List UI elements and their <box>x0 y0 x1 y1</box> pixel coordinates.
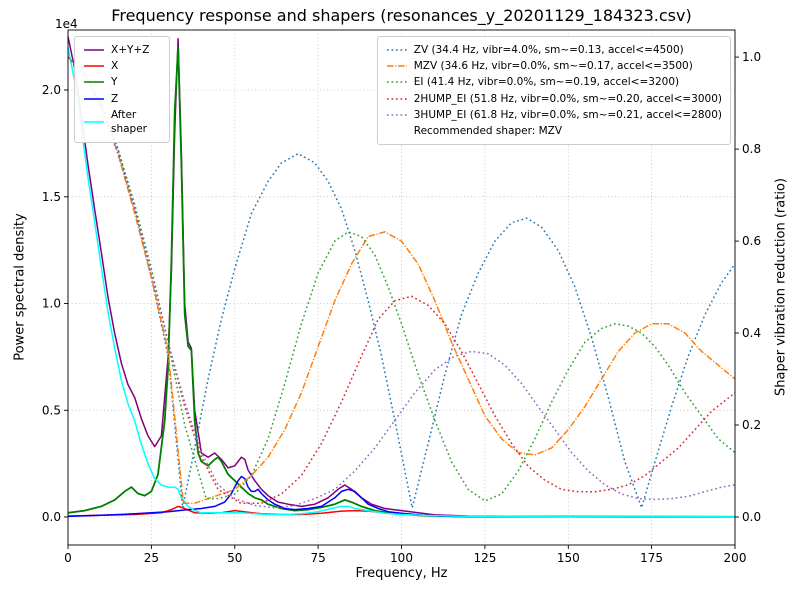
legend-label: X+Y+Z <box>111 44 150 56</box>
y-left-tick-label: 0.0 <box>42 510 61 524</box>
legend-label: After shaper <box>111 108 148 135</box>
legend-label: MZV (34.6 Hz, vibr=0.0%, sm~=0.17, accel… <box>413 60 693 73</box>
legend-item-y: Y <box>83 75 161 89</box>
y-right-tick-label: 0.0 <box>742 510 761 524</box>
legend-line-sample <box>386 65 407 68</box>
x-tick-label: 0 <box>64 551 72 565</box>
series-mzv <box>67 56 736 504</box>
legend-item-ei: EI (41.4 Hz, vibr=0.0%, sm~=0.19, accel<… <box>386 75 722 89</box>
legend-item-after: After shaper <box>83 108 161 136</box>
series-zv <box>67 56 736 509</box>
legend-label: ZV (34.4 Hz, vibr=4.0%, sm~=0.13, accel<… <box>413 44 684 56</box>
legend-shapers: ZV (34.4 Hz, vibr=4.0%, sm~=0.13, accel<… <box>376 36 731 146</box>
series-ei2 <box>67 56 736 504</box>
series-ei <box>67 56 736 502</box>
legend-line-sample <box>84 81 104 84</box>
x-tick-label: 25 <box>144 551 159 565</box>
legend-line-sample <box>386 81 407 84</box>
series-z <box>67 475 735 518</box>
legend-item-xyz: X+Y+Z <box>83 43 161 57</box>
series-after <box>67 47 736 518</box>
y-left-tick-label: 1.5 <box>42 190 61 204</box>
legend-label: 2HUMP_EI (51.8 Hz, vibr=0.0%, sm~=0.20, … <box>413 92 722 105</box>
legend-line-sample <box>84 97 104 100</box>
y-left-tick-label: 2.0 <box>42 83 61 97</box>
x-tick-label: 200 <box>724 551 747 565</box>
x-tick-label: 50 <box>227 551 242 565</box>
series-ei3 <box>67 56 736 509</box>
legend-label: 3HUMP_EI (61.8 Hz, vibr=0.0%, sm~=0.21, … <box>413 108 722 121</box>
right-y-axis-label: Shaper vibration reduction (ratio) <box>773 178 789 396</box>
y-right-tick-label: 0.8 <box>742 142 761 156</box>
x-axis-label: Frequency, Hz <box>355 566 448 581</box>
y-right-tick-label: 0.2 <box>742 418 761 432</box>
legend-psd: X+Y+Z X Y Z After shaper <box>74 36 170 144</box>
legend-line-sample <box>84 49 104 51</box>
legend-line-sample <box>84 121 104 123</box>
left-y-axis-label: Power spectral density <box>12 213 28 361</box>
legend-item-x: X <box>83 59 161 73</box>
y-right-tick-label: 1.0 <box>742 50 761 64</box>
y-right-tick-label: 0.6 <box>742 234 761 248</box>
legend-label: EI (41.4 Hz, vibr=0.0%, sm~=0.19, accel<… <box>413 76 680 89</box>
legend-line-sample <box>84 65 104 68</box>
x-tick-label: 100 <box>390 551 413 565</box>
y-left-tick-label: 1.0 <box>42 297 61 311</box>
legend-item-mzv: MZV (34.6 Hz, vibr=0.0%, sm~=0.17, accel… <box>386 59 722 73</box>
legend-label: X <box>111 60 119 73</box>
x-tick-label: 150 <box>557 551 580 565</box>
y-left-tick-label: 0.5 <box>42 403 61 417</box>
legend-line-sample <box>386 49 407 51</box>
x-tick-label: 75 <box>310 551 325 565</box>
series-y <box>67 46 735 518</box>
left-axis-multiplier: 1e4 <box>55 17 78 31</box>
y-right-tick-label: 0.4 <box>742 326 761 340</box>
legend-label: Z <box>111 92 119 105</box>
legend-note-recommended-shaper: Recommended shaper: MZV <box>413 124 563 137</box>
x-tick-label: 125 <box>473 551 496 565</box>
legend-label: Y <box>111 76 118 89</box>
legend-line-sample <box>386 113 407 116</box>
x-tick-label: 175 <box>640 551 663 565</box>
legend-line-sample <box>386 97 407 100</box>
legend-item-ei2: 2HUMP_EI (51.8 Hz, vibr=0.0%, sm~=0.20, … <box>386 92 722 106</box>
chart-title: Frequency response and shapers (resonanc… <box>111 6 692 25</box>
legend-item-z: Z <box>83 92 161 106</box>
legend-item-zv: ZV (34.4 Hz, vibr=4.0%, sm~=0.13, accel<… <box>386 43 722 57</box>
legend-item-ei3: 3HUMP_EI (61.8 Hz, vibr=0.0%, sm~=0.21, … <box>386 108 722 122</box>
